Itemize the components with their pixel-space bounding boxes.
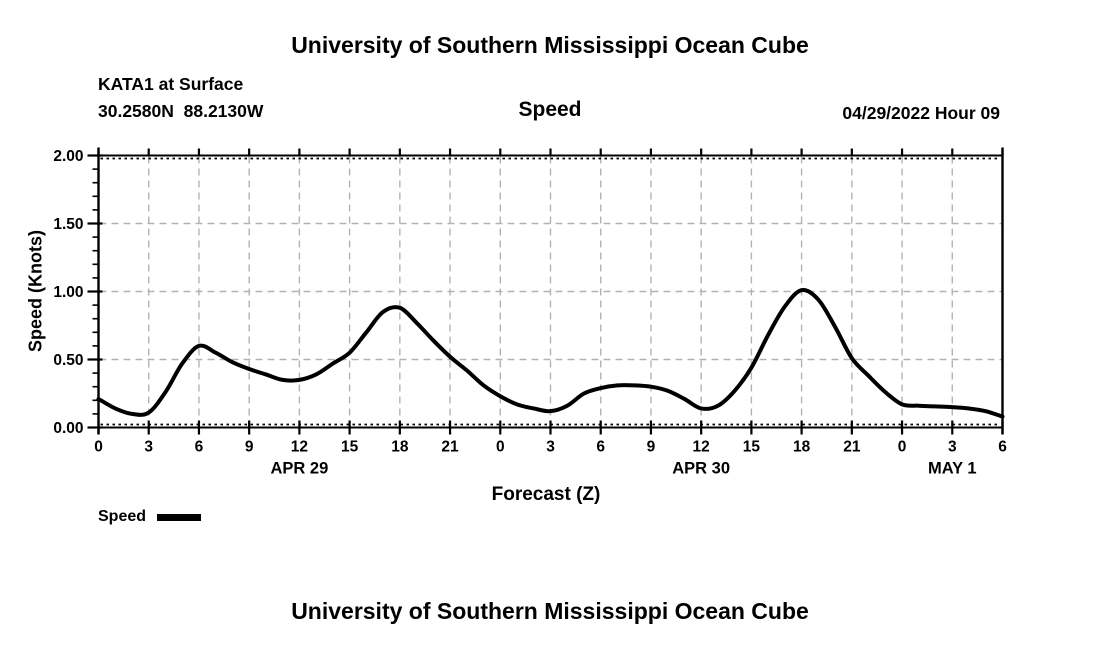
station-coords: 30.2580N 88.2130W xyxy=(98,101,264,121)
legend: Speed xyxy=(98,508,202,530)
svg-text:6: 6 xyxy=(195,439,204,456)
svg-text:2.00: 2.00 xyxy=(53,148,83,165)
page-title-bottom: University of Southern Mississippi Ocean… xyxy=(291,598,809,624)
plot-gridlines xyxy=(99,156,1002,427)
forecast-datetime: 04/29/2022 Hour 09 xyxy=(842,103,1000,123)
svg-text:1.50: 1.50 xyxy=(53,216,83,233)
svg-text:21: 21 xyxy=(441,439,459,456)
x-date-labels: APR 29 APR 30 MAY 1 xyxy=(270,460,976,478)
svg-text:12: 12 xyxy=(291,439,308,456)
svg-text:0: 0 xyxy=(898,439,907,456)
svg-text:APR 30: APR 30 xyxy=(672,460,730,478)
svg-text:18: 18 xyxy=(793,439,811,456)
svg-text:0.00: 0.00 xyxy=(53,420,83,437)
chart-title: Speed xyxy=(518,98,582,121)
x-tick-labels: 0 3 6 9 12 15 18 21 0 3 6 9 12 15 18 21 0 3 6 xyxy=(94,439,1007,456)
svg-text:0.50: 0.50 xyxy=(53,352,83,369)
station-id: KATA1 at Surface xyxy=(98,74,244,94)
svg-text:9: 9 xyxy=(647,439,656,456)
svg-text:9: 9 xyxy=(245,439,254,456)
svg-text:3: 3 xyxy=(948,439,957,456)
x-axis-title: Forecast (Z) xyxy=(491,484,601,505)
svg-text:21: 21 xyxy=(843,439,861,456)
svg-text:3: 3 xyxy=(546,439,555,456)
svg-text:3: 3 xyxy=(144,439,153,456)
svg-text:6: 6 xyxy=(998,439,1007,456)
svg-text:APR 29: APR 29 xyxy=(270,460,328,478)
svg-text:15: 15 xyxy=(743,439,761,456)
svg-text:MAY 1: MAY 1 xyxy=(928,460,977,478)
page-title-top: University of Southern Mississippi Ocean… xyxy=(291,32,809,58)
speed-curve xyxy=(96,287,1005,419)
svg-text:18: 18 xyxy=(391,439,409,456)
axis-ticks xyxy=(87,148,1004,435)
svg-text:15: 15 xyxy=(341,439,359,456)
svg-text:12: 12 xyxy=(693,439,710,456)
svg-text:1.00: 1.00 xyxy=(53,284,83,301)
svg-text:0: 0 xyxy=(94,439,103,456)
svg-text:6: 6 xyxy=(596,439,605,456)
legend-label: Speed xyxy=(98,508,147,525)
svg-text:0: 0 xyxy=(496,439,505,456)
legend-line-swatch xyxy=(157,513,202,521)
y-tick-labels: 0.00 0.50 1.00 1.50 2.00 xyxy=(53,148,83,437)
